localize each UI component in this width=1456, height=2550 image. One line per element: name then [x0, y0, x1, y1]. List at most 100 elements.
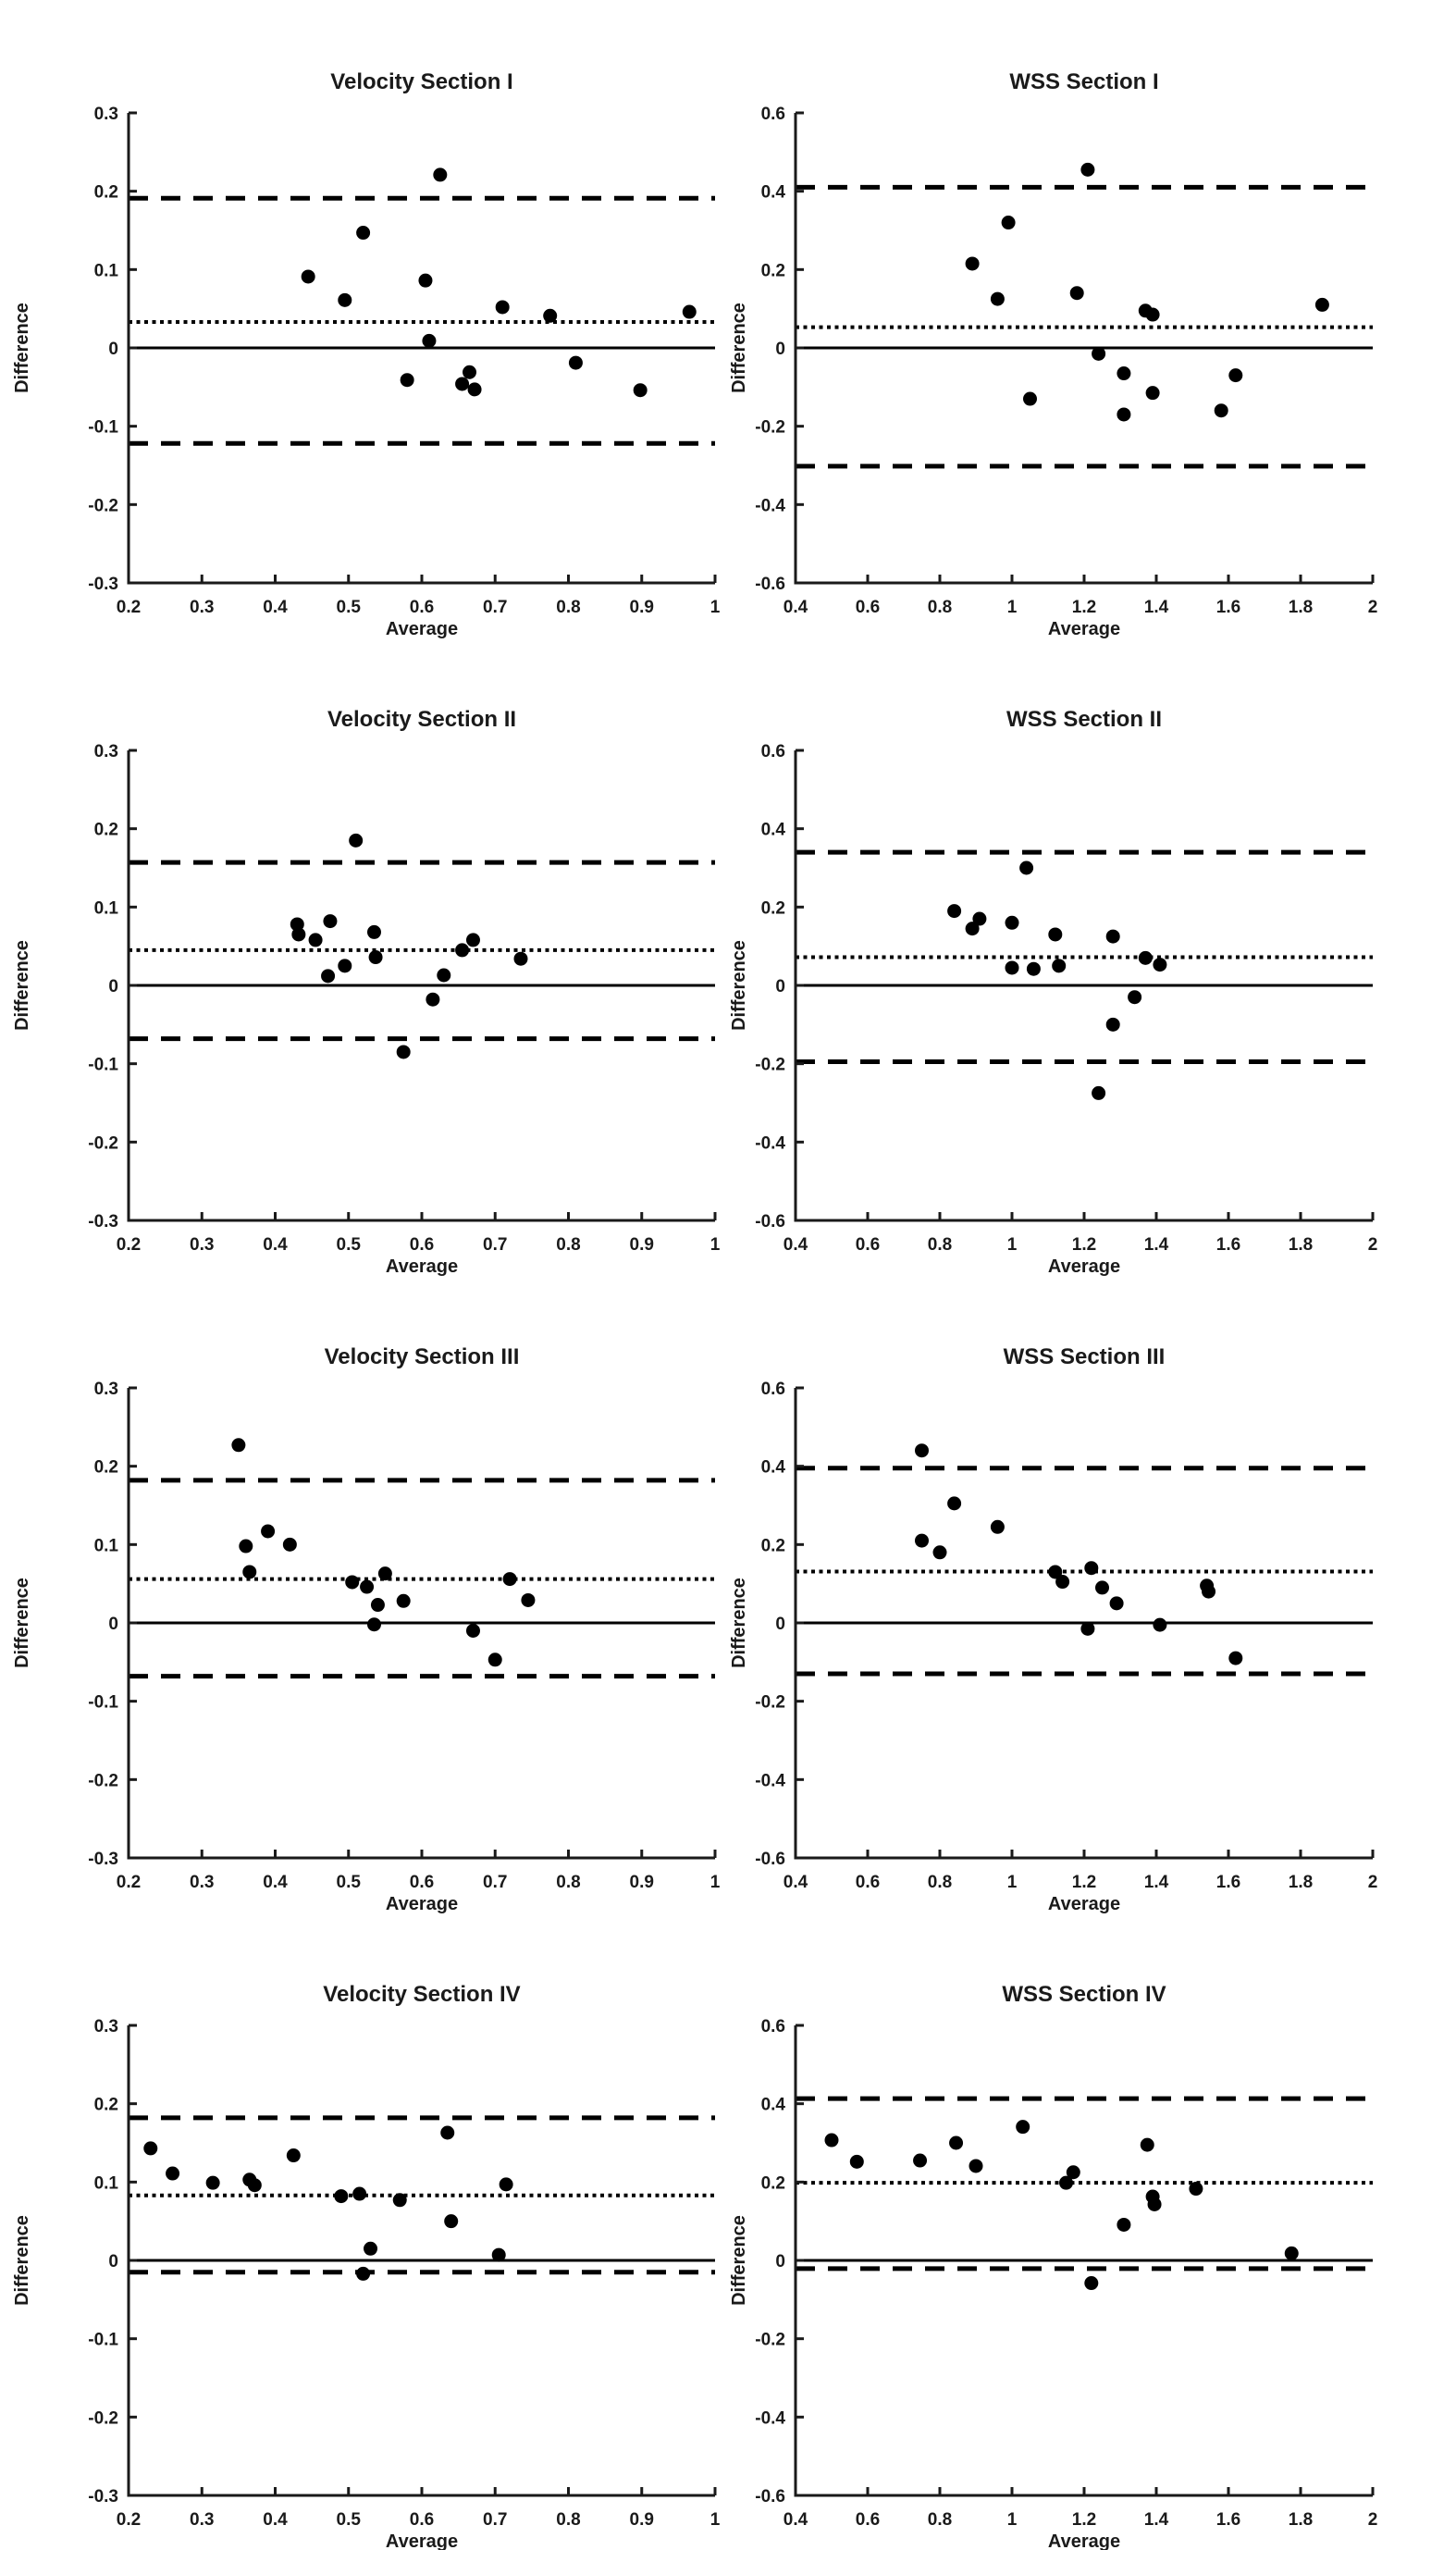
data-point [463, 365, 477, 379]
data-point [1048, 927, 1063, 942]
x-tick-label: 0.9 [630, 1235, 654, 1255]
data-point [824, 2133, 839, 2148]
x-tick-label: 0.6 [410, 1873, 434, 1892]
x-tick-label: 0.8 [556, 598, 580, 617]
x-tick-label: 0.2 [117, 598, 141, 617]
x-axis-label: Average [1048, 619, 1120, 639]
chart-wss-section-iv: WSS Section IV Difference Average -0.6 -0.4 -… [728, 1912, 1456, 2550]
data-point [491, 2247, 506, 2262]
y-tick-label: 0.2 [94, 183, 118, 203]
x-tick-label: 0.6 [856, 1235, 880, 1255]
data-point [368, 950, 383, 965]
x-tick-label: 0.4 [263, 1873, 288, 1892]
data-point [1109, 1596, 1124, 1611]
data-point [1153, 958, 1167, 972]
chart-title: WSS Section II [1006, 707, 1162, 732]
data-point [465, 933, 480, 947]
y-tick-label: 0.4 [761, 183, 786, 203]
y-tick-label: 0.3 [94, 105, 118, 124]
x-tick-label: 0.7 [483, 1235, 507, 1255]
x-tick-label: 0.2 [117, 1873, 141, 1892]
y-tick-label: 0.2 [761, 1536, 785, 1555]
chart-canvas: Velocity Section II Difference Average -0.3… [12, 707, 721, 1277]
x-tick-label: 0.3 [190, 2510, 214, 2530]
y-tick-label: -0.2 [88, 2408, 118, 2428]
data-point [932, 1545, 947, 1560]
data-point [301, 269, 315, 284]
x-tick-label: 1.8 [1289, 2510, 1313, 2530]
data-point [1145, 386, 1160, 401]
x-tick-label: 0.7 [483, 598, 507, 617]
data-point [349, 833, 364, 848]
x-tick-label: 0.7 [483, 2510, 507, 2530]
y-tick-label: -0.3 [88, 2487, 118, 2507]
x-tick-label: 0.8 [928, 598, 952, 617]
data-point [947, 904, 962, 919]
data-point [1084, 1561, 1099, 1576]
y-axis-label: Difference [12, 2215, 32, 2306]
x-tick-label: 0.8 [928, 2510, 952, 2530]
y-tick-label: 0.1 [94, 2173, 119, 2193]
data-point [499, 2177, 513, 2192]
y-tick-label: 0.6 [761, 2017, 785, 2036]
data-point [1189, 2182, 1203, 2197]
chart-title: WSS Section IV [1002, 1982, 1166, 2007]
x-tick-label: 1 [710, 1873, 721, 1892]
data-point [444, 2214, 459, 2229]
data-point [1019, 860, 1034, 875]
data-point [1001, 216, 1016, 230]
data-point [913, 2153, 928, 2168]
chart-title: WSS Section I [1009, 69, 1158, 94]
chart-wss-section-i: WSS Section I Difference Average -0.6 -0.4 -0… [728, 0, 1456, 639]
x-tick-label: 0.8 [928, 1873, 952, 1892]
data-point [521, 1592, 536, 1607]
data-point [543, 308, 558, 323]
data-point [1059, 2175, 1073, 2190]
data-point [495, 300, 510, 315]
data-point [915, 1533, 929, 1548]
y-tick-label: 0.6 [761, 742, 785, 761]
x-tick-label: 0.4 [263, 598, 288, 617]
x-tick-label: 0.5 [337, 598, 362, 617]
y-tick-label: 0.2 [94, 2096, 118, 2115]
data-point [1140, 2137, 1154, 2152]
data-point [633, 383, 648, 398]
x-tick-label: 2 [1368, 598, 1378, 617]
y-axis-label: Difference [729, 940, 749, 1031]
data-point [440, 2125, 455, 2140]
data-point [849, 2154, 864, 2169]
x-tick-label: 0.6 [856, 1873, 880, 1892]
x-tick-label: 1.4 [1144, 1873, 1169, 1892]
data-point [1138, 950, 1153, 965]
data-point [291, 927, 306, 942]
data-point [356, 2266, 371, 2281]
y-tick-label: 0 [108, 977, 118, 996]
x-tick-label: 0.5 [337, 2510, 362, 2530]
x-tick-label: 0.8 [556, 1235, 580, 1255]
data-point [352, 2186, 367, 2201]
x-tick-label: 0.5 [337, 1235, 362, 1255]
data-point [1228, 368, 1243, 383]
y-tick-label: -0.4 [755, 1771, 785, 1790]
data-point [969, 2159, 983, 2173]
y-tick-label: 0.3 [94, 2017, 118, 2036]
data-point [455, 377, 470, 391]
data-point [1066, 2165, 1080, 2180]
x-tick-label: 1.2 [1072, 1873, 1096, 1892]
y-tick-label: 0.1 [94, 1536, 119, 1555]
data-point [437, 968, 451, 983]
x-axis-label: Average [386, 2531, 458, 2550]
x-tick-label: 0.6 [410, 1235, 434, 1255]
x-tick-label: 0.6 [410, 2510, 434, 2530]
data-point [947, 1496, 962, 1511]
data-point [282, 1537, 297, 1552]
x-tick-label: 0.9 [630, 598, 654, 617]
data-point [1005, 960, 1019, 975]
x-tick-label: 0.4 [784, 1235, 808, 1255]
y-tick-label: 0.2 [761, 261, 785, 280]
data-point [1092, 1085, 1106, 1100]
x-tick-label: 1.8 [1289, 598, 1313, 617]
data-point [370, 1598, 385, 1613]
y-tick-label: -0.6 [755, 1212, 785, 1232]
